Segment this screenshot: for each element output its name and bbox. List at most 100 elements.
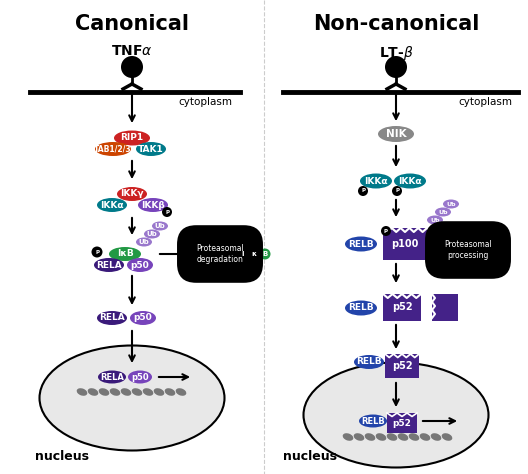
Text: B: B — [262, 251, 268, 257]
Text: RIP1: RIP1 — [120, 134, 144, 143]
Text: TNF$\alpha$: TNF$\alpha$ — [111, 44, 153, 58]
Text: P: P — [165, 210, 169, 215]
FancyBboxPatch shape — [383, 294, 421, 321]
Ellipse shape — [114, 130, 150, 146]
Ellipse shape — [354, 355, 384, 369]
FancyBboxPatch shape — [383, 228, 427, 260]
FancyBboxPatch shape — [385, 354, 419, 378]
Ellipse shape — [443, 200, 459, 209]
Ellipse shape — [154, 388, 164, 396]
Text: IKKα: IKKα — [364, 176, 388, 185]
Text: nucleus: nucleus — [35, 449, 89, 463]
Ellipse shape — [121, 388, 131, 396]
Ellipse shape — [354, 433, 364, 441]
Text: p50: p50 — [130, 261, 149, 270]
Ellipse shape — [88, 388, 98, 396]
Circle shape — [162, 207, 172, 217]
Text: IKKβ: IKKβ — [141, 201, 165, 210]
FancyBboxPatch shape — [432, 294, 458, 321]
Text: p52: p52 — [392, 302, 412, 312]
Circle shape — [381, 226, 391, 236]
Text: RELA: RELA — [96, 261, 122, 270]
Text: Proteasomal
processing: Proteasomal processing — [444, 240, 492, 260]
Ellipse shape — [95, 142, 131, 156]
Ellipse shape — [378, 126, 414, 142]
Ellipse shape — [398, 433, 408, 441]
Ellipse shape — [360, 173, 392, 189]
Ellipse shape — [420, 433, 430, 441]
Ellipse shape — [304, 363, 488, 467]
Text: P: P — [395, 189, 399, 193]
Text: p100: p100 — [391, 239, 419, 249]
Ellipse shape — [109, 247, 141, 261]
Ellipse shape — [431, 433, 441, 441]
Ellipse shape — [128, 371, 152, 383]
Text: TAB1/2/3: TAB1/2/3 — [94, 145, 132, 154]
Ellipse shape — [97, 311, 127, 325]
Ellipse shape — [98, 371, 126, 383]
Ellipse shape — [130, 311, 156, 325]
Ellipse shape — [359, 414, 387, 428]
Text: nucleus: nucleus — [283, 449, 337, 463]
Text: Ub: Ub — [147, 231, 157, 237]
Circle shape — [91, 246, 102, 257]
FancyBboxPatch shape — [387, 413, 417, 433]
Text: p52: p52 — [392, 361, 412, 371]
Ellipse shape — [386, 433, 397, 441]
Ellipse shape — [40, 346, 224, 450]
Text: p50: p50 — [134, 313, 153, 322]
Text: p52: p52 — [392, 419, 411, 428]
Text: Ub: Ub — [139, 239, 149, 245]
Ellipse shape — [427, 216, 443, 225]
Ellipse shape — [117, 187, 147, 201]
Text: RELB: RELB — [348, 303, 374, 312]
Text: P: P — [95, 249, 99, 255]
Text: RELA: RELA — [100, 373, 124, 382]
Text: p50: p50 — [131, 373, 149, 382]
Ellipse shape — [345, 237, 377, 252]
Text: Non-canonical: Non-canonical — [313, 14, 479, 34]
Text: Ub: Ub — [438, 210, 448, 215]
Ellipse shape — [152, 221, 168, 230]
Ellipse shape — [77, 388, 87, 396]
Text: I: I — [242, 251, 244, 257]
Text: P: P — [361, 189, 365, 193]
Ellipse shape — [127, 258, 153, 272]
Text: Proteasomal
degradation: Proteasomal degradation — [196, 244, 244, 264]
Ellipse shape — [94, 258, 124, 272]
Ellipse shape — [131, 388, 143, 396]
Ellipse shape — [165, 388, 175, 396]
Text: NIK: NIK — [385, 129, 407, 139]
Circle shape — [358, 186, 368, 196]
Ellipse shape — [345, 301, 377, 316]
Ellipse shape — [136, 142, 166, 156]
Text: RELB: RELB — [348, 239, 374, 248]
Ellipse shape — [376, 433, 386, 441]
Text: Canonical: Canonical — [75, 14, 189, 34]
Text: IκB: IκB — [117, 249, 134, 258]
Ellipse shape — [442, 433, 452, 441]
Ellipse shape — [110, 388, 120, 396]
Text: cytoplasm: cytoplasm — [178, 97, 232, 107]
Text: TAK1: TAK1 — [138, 145, 164, 154]
Text: Ub: Ub — [446, 201, 456, 207]
Text: κ: κ — [251, 251, 257, 257]
Ellipse shape — [409, 433, 419, 441]
Ellipse shape — [249, 248, 259, 259]
Ellipse shape — [138, 198, 168, 212]
Ellipse shape — [365, 433, 375, 441]
Ellipse shape — [259, 248, 270, 259]
Text: Ub: Ub — [430, 218, 440, 222]
Text: RELB: RELB — [361, 417, 385, 426]
Ellipse shape — [394, 173, 426, 189]
Text: cytoplasm: cytoplasm — [458, 97, 512, 107]
Ellipse shape — [435, 208, 451, 217]
Ellipse shape — [176, 388, 186, 396]
Ellipse shape — [97, 198, 127, 212]
Circle shape — [121, 56, 143, 78]
Circle shape — [392, 186, 402, 196]
Ellipse shape — [144, 229, 160, 238]
Text: IKKγ: IKKγ — [120, 190, 144, 199]
Ellipse shape — [343, 433, 353, 441]
Circle shape — [385, 56, 407, 78]
